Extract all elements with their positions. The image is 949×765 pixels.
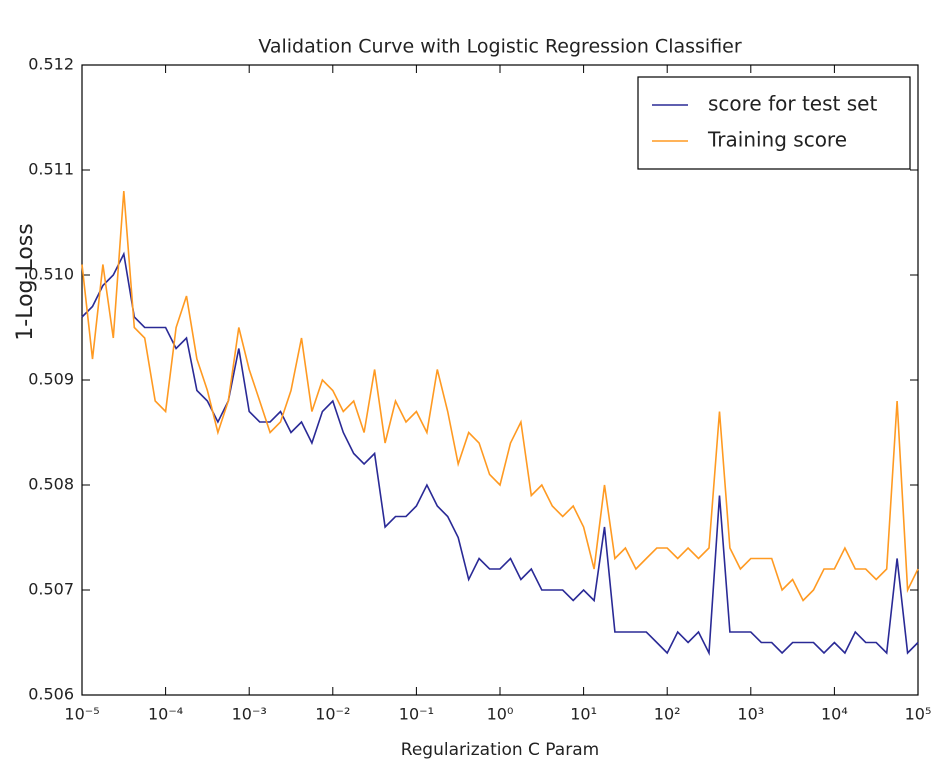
x-tick-label: 10⁻⁴ <box>148 705 183 724</box>
legend-label: score for test set <box>708 92 877 116</box>
chart-title: Validation Curve with Logistic Regressio… <box>258 36 742 58</box>
line-series <box>81 190 919 602</box>
x-tick-label: 10⁻⁵ <box>64 705 99 724</box>
x-tick-label: 10⁰ <box>487 705 514 724</box>
x-tick-label: 10⁻³ <box>232 705 267 724</box>
y-tick-label: 0.508 <box>28 475 74 494</box>
legend-label: Training score <box>707 128 847 152</box>
x-tick-label: 10² <box>654 705 681 724</box>
y-tick-label: 0.510 <box>28 265 74 284</box>
y-axis-label: 1-Log-Loss <box>13 223 38 340</box>
x-axis-label: Regularization C Param <box>401 740 599 760</box>
x-tick-label: 10⁴ <box>821 705 848 724</box>
y-tick-label: 0.507 <box>28 580 74 599</box>
legend-box <box>637 76 911 170</box>
y-tick-label: 0.506 <box>28 685 74 704</box>
y-tick-label: 0.512 <box>28 55 74 74</box>
line-series <box>81 251 919 656</box>
x-tick-label: 10⁵ <box>905 705 932 724</box>
x-tick-label: 10⁻¹ <box>399 705 434 724</box>
y-tick-label: 0.511 <box>28 160 74 179</box>
y-tick-label: 0.509 <box>28 370 74 389</box>
plot-area <box>81 64 919 696</box>
x-tick-label: 10⁻² <box>315 705 350 724</box>
x-tick-label: 10¹ <box>570 705 597 724</box>
x-tick-label: 10³ <box>737 705 764 724</box>
